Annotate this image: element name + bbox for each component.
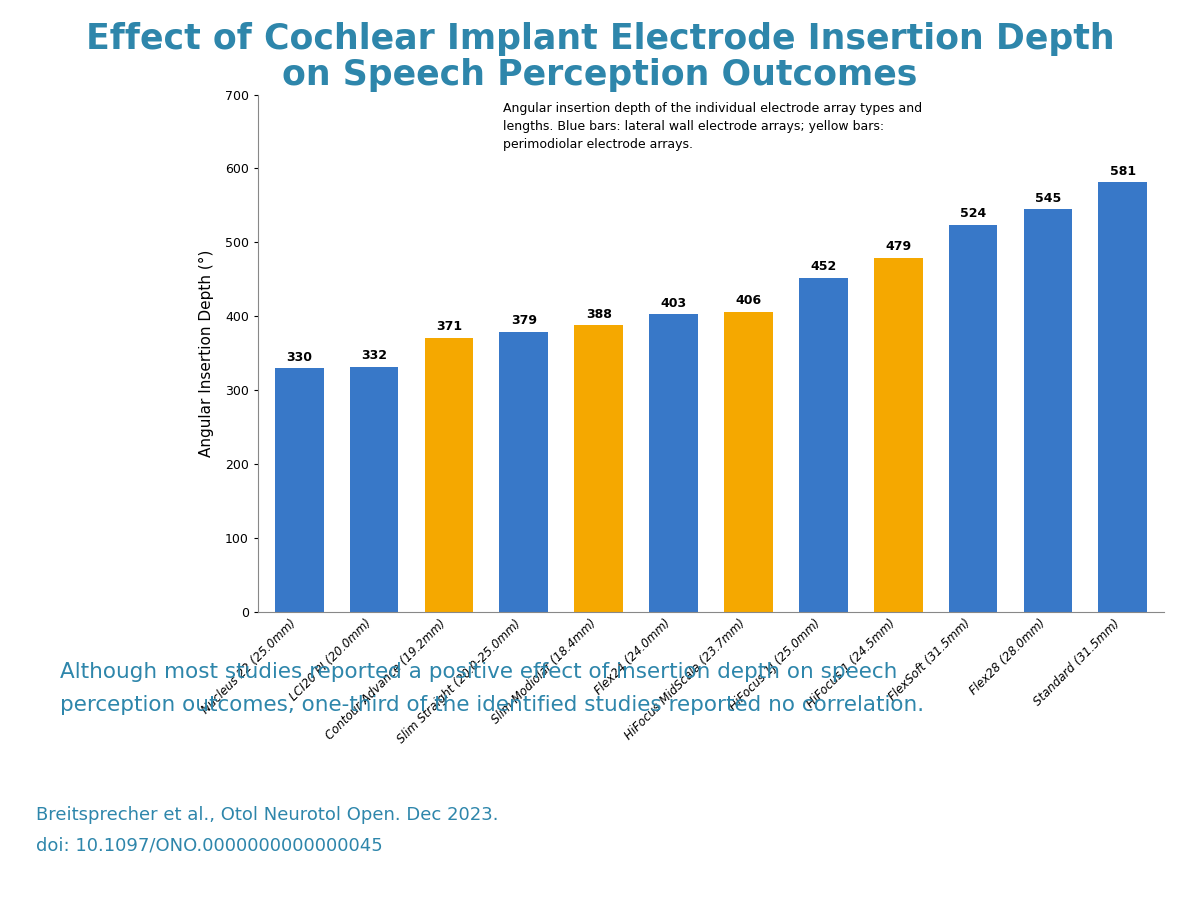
Text: 371: 371 [436,320,462,333]
Text: perception outcomes, one-third of the identified studies reported no correlation: perception outcomes, one-third of the id… [60,695,924,715]
Text: Effect of Cochlear Implant Electrode Insertion Depth: Effect of Cochlear Implant Electrode Ins… [85,22,1115,57]
Text: 330: 330 [286,351,312,364]
Text: Although most studies reported a positive effect of insertion depth on speech: Although most studies reported a positiv… [60,662,898,681]
Bar [874,258,923,612]
Text: 388: 388 [586,308,612,320]
Text: OPEN: OPEN [737,833,805,853]
Text: 479: 479 [886,240,911,254]
Text: 403: 403 [660,297,686,310]
Text: 581: 581 [1110,165,1136,178]
Text: 379: 379 [511,314,536,328]
Text: 545: 545 [1034,192,1061,204]
Text: doi: 10.1097/ONO.0000000000000045: doi: 10.1097/ONO.0000000000000045 [36,837,383,855]
Bar [949,225,997,612]
Text: on Speech Perception Outcomes: on Speech Perception Outcomes [282,58,918,93]
Text: 406: 406 [736,294,762,308]
Bar [1098,183,1147,612]
Text: 332: 332 [361,349,388,362]
Text: OTOLOGY &: OTOLOGY & [737,743,882,763]
Bar [275,368,324,612]
Bar [499,332,548,612]
Text: NEUROTOLOGY: NEUROTOLOGY [737,787,924,806]
Bar [799,278,847,612]
Bar [1024,209,1073,612]
Bar [649,314,698,612]
Text: 524: 524 [960,207,986,220]
Bar [575,325,623,612]
Text: Breitsprecher et al., Otol Neurotol Open. Dec 2023.: Breitsprecher et al., Otol Neurotol Open… [36,806,498,824]
Bar [724,311,773,612]
Text: Angular insertion depth of the individual electrode array types and
lengths. Blu: Angular insertion depth of the individua… [503,103,922,151]
Text: 452: 452 [810,260,836,274]
Y-axis label: Angular Insertion Depth (°): Angular Insertion Depth (°) [199,249,214,457]
Bar [425,338,473,612]
Bar [349,366,398,612]
